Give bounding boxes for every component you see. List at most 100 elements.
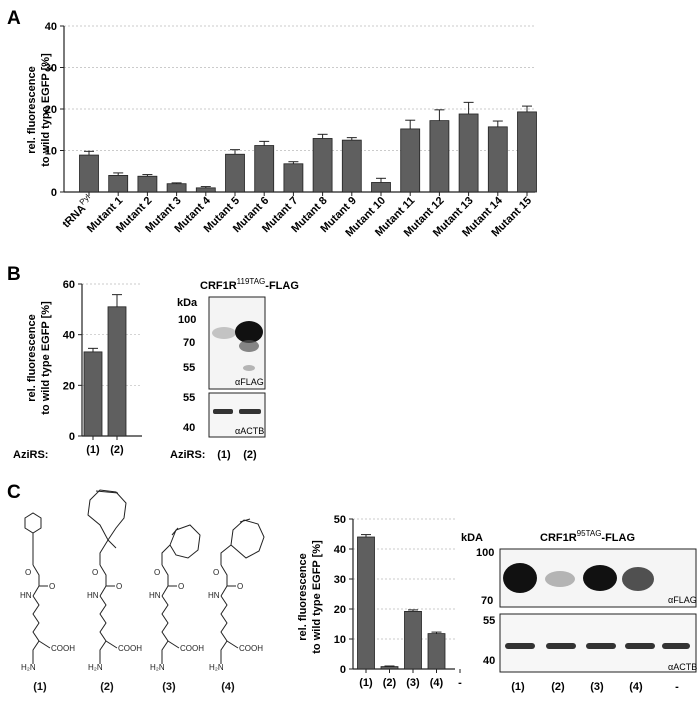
blot-b-lane-1: (1) [217,449,231,461]
panel-a-ytick-label: 20 [45,104,57,116]
structure-2-cyclooctyne [87,489,127,565]
panel-a-bar [254,145,275,193]
blot-c-antibody-bottom: αACTB [668,662,697,672]
blot-c: CRF1R95TAG-FLAG kDA 100 70 αFLAG 55 40 α… [461,529,697,693]
panel-a-bar [283,163,304,193]
blot-b-actb-band-2 [239,409,261,414]
compound-label-3: (3) [162,681,176,693]
structure-4-alkyne [239,518,251,523]
structure-2-carboxyl-bond [105,640,118,649]
blot-b-lane-2: (2) [243,449,257,461]
panel-a-bar [312,138,333,193]
structure-3-cooh: COOH [180,644,204,653]
blot-b-title: CRF1R119TAG-FLAG [200,277,299,292]
blot-b-bottom-membrane [208,392,266,438]
panel-a-ytick-label: 10 [45,146,57,158]
structure-3-hn: HN [149,591,161,600]
blot-b-band-lane2-low [243,365,255,371]
blot-c-band-lane3 [583,565,617,591]
panel-b-xtick-label: (2) [110,444,124,456]
blot-b-antibody-bottom: αACTB [235,426,264,436]
blot-c-lane-1: (1) [511,681,525,693]
blot-b-marker-70: 70 [183,337,195,349]
blot-c-kda: kDA [461,532,483,544]
panel-c-ylabel-line2: to wild type EGFP [%] [311,540,323,654]
panel-letter-b: B [7,264,21,285]
blot-c-marker-100: 100 [476,547,494,559]
aziRS-label-b-blot: AziRS: [170,449,205,461]
blot-c-band-lane2 [545,571,575,587]
compound-label-1: (1) [33,681,47,693]
structure-1-backbone [32,595,40,664]
structure-2-carbamate [99,564,115,597]
structure-2-o2-label: O [92,568,98,577]
structure-4-o2-label: O [213,568,219,577]
blot-c-title: CRF1R95TAG-FLAG [540,529,635,544]
panel-a-ytick-label: 30 [45,63,57,75]
panel-b-ylabel-line1: rel. fluorescence [26,314,38,401]
panel-a-ytick-label: 40 [45,21,57,33]
panel-a-bar [195,187,216,193]
compound-label-4: (4) [221,681,235,693]
structure-1-cooh: COOH [51,644,75,653]
panel-a-ylabel-line1: rel. fluorescence [26,66,38,153]
structure-2-o-label: O [116,582,122,591]
panel-b-ytick-label: 60 [63,279,75,291]
panel-b-ylabel: rel. fluorescence to wild type EGFP [%] [26,301,52,415]
panel-c-bar [427,633,446,670]
structure-3-carbamate [161,564,177,597]
panel-c-bar [404,611,422,670]
structure-4-o-label: O [237,582,243,591]
structure-3-carboxyl-bond [167,640,180,649]
panel-c-xtick-label: - [458,677,462,689]
panel-a-bar [108,174,129,193]
panel-c-xtick-label: (4) [430,677,444,689]
blot-c-marker-40: 40 [483,655,495,667]
structure-1-carbamate [32,564,48,597]
blot-b-band-lane2 [235,321,263,343]
structure-1-o2-label: O [25,568,31,577]
structure-1-benzyl-ring [24,512,42,565]
blot-b-marker-55: 55 [183,362,195,374]
blot-c-actb-band-4 [625,643,655,649]
panel-a-bar [400,128,421,193]
structure-1-carboxyl-bond [38,640,51,649]
structure-1-h2n: H₂N [21,663,36,672]
panel-b-bar [107,306,127,437]
panel-a-bar [458,113,479,193]
structure-1-o-label: O [49,582,55,591]
blot-c-actb-band-1 [505,643,535,649]
structure-4-carboxyl-bond [226,640,239,649]
blot-b-antibody-top: αFLAG [235,377,264,387]
structure-3-double-bond [171,527,179,536]
blot-c-actb-band-2 [546,643,576,649]
panel-b-xtick-label: (1) [86,444,100,456]
panel-c-xtick-label: (3) [406,677,420,689]
blot-b-marker-40: 40 [183,422,195,434]
panel-a-bar [225,153,245,193]
panel-c-bar [380,666,399,670]
blot-c-actb-band-3 [586,643,616,649]
structure-1-hn: HN [20,591,32,600]
blot-c-lane-4: (4) [629,681,643,693]
structure-3-backbone [161,595,169,664]
panel-c-ylabel: rel. fluorescence to wild type EGFP [%] [297,540,323,654]
panel-b-ytick-label: 20 [63,380,75,392]
panel-a-bar [341,139,362,193]
blot-c-lane-2: (2) [551,681,565,693]
blot-c-actb-band-5 [662,643,690,649]
blot-b-band-lane2-smear [239,340,259,352]
panel-b-bar [83,351,103,437]
structure-2-alkyne [95,490,119,494]
panel-a-bar [429,120,450,193]
blot-c-band-lane4 [622,567,654,591]
panel-a-bar [517,111,537,193]
panel-b-ytick-label: 0 [69,431,75,443]
compound-label-2: (2) [100,681,114,693]
panel-a-ylabel: rel. fluorescence to wild type EGFP [%] [26,53,52,167]
aziRS-label-b-chart: AziRS: [13,449,48,461]
blot-c-lane-5: - [675,681,679,693]
panel-a-bar [166,183,187,193]
structure-4-backbone [220,595,228,664]
